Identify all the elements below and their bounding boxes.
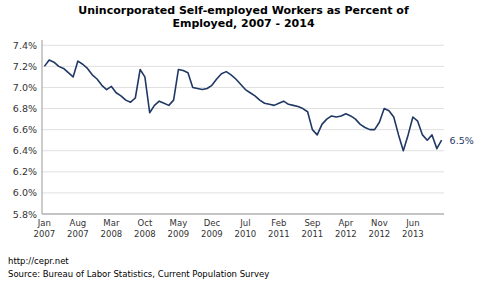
x-tick-label: May2009 [168,218,190,239]
grid-line [42,214,444,215]
title: Unincorporated Self-employed Workers as … [78,4,409,30]
y-tick-label: 7.2% [13,61,37,72]
chart-container: Unincorporated Self-employed Workers as … [0,0,487,288]
chart: Unincorporated Self-employed Workers as … [0,0,487,288]
x-tick-label: Jun2013 [402,218,424,239]
grid [42,45,444,214]
y-tick-label: 6.6% [13,124,37,135]
grid-line [42,171,444,172]
data-line [44,60,441,151]
plot-area [44,60,441,151]
x-tick-label: Aug2007 [67,218,89,239]
x-tick-label: Nov2012 [369,218,391,239]
y-tick-label: 6.2% [13,166,37,177]
y-tick-label: 7.4% [13,40,37,51]
y-axis-line [42,40,43,214]
x-tick-label: Oct2008 [134,218,156,239]
y-tick-label: 6.0% [13,187,37,198]
source-note: http://cepr.net [8,256,69,266]
grid-line [42,66,444,67]
source-note: Source: Bureau of Labor Statistics, Curr… [8,269,269,279]
x-tick-label: Jan2007 [34,218,56,239]
x-tick-label: Feb2011 [268,218,290,239]
x-tick-label: Dec2009 [201,218,223,239]
x-tick-label: Apr2012 [335,218,357,239]
grid-line [42,192,444,193]
y-tick-label: 6.4% [13,145,37,156]
annotation: 6.5% [450,135,474,146]
grid-line [42,129,444,130]
grid-line [42,45,444,46]
grid-line [42,150,444,151]
x-axis-line [42,214,444,215]
x-tick-label: Mar2008 [101,218,123,239]
x-tick-label: Jul2010 [235,218,257,239]
y-tick-label: 6.8% [13,103,37,114]
y-tick-label: 5.8% [13,209,37,220]
x-tick-label: Sep2011 [302,218,324,239]
y-tick-label: 7.0% [13,82,37,93]
